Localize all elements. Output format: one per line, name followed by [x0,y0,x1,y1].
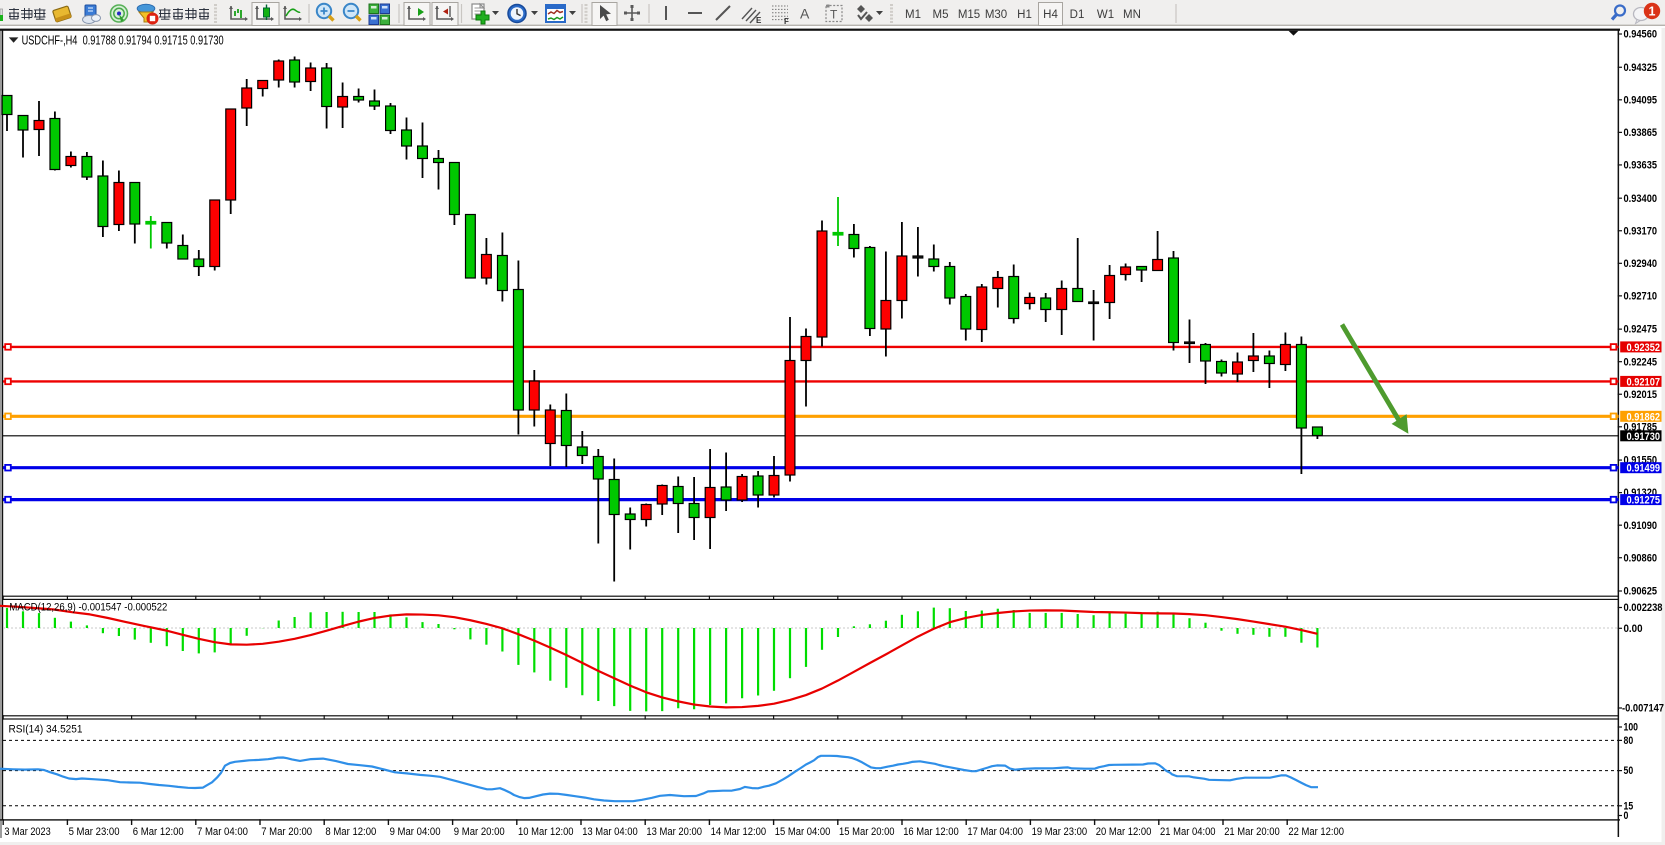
svg-text:10 Mar 12:00: 10 Mar 12:00 [518,826,574,838]
svg-text:0.94560: 0.94560 [1624,29,1658,41]
svg-text:80: 80 [1624,735,1634,747]
svg-text:21 Mar 20:00: 21 Mar 20:00 [1224,826,1280,838]
svg-text:0.92710: 0.92710 [1624,290,1658,302]
svg-text:F: F [784,17,789,26]
svg-text:0.94095: 0.94095 [1624,94,1658,106]
svg-text:USDCHF-,H4 0.91788 0.91794 0.: USDCHF-,H4 0.91788 0.91794 0.91715 0.917… [22,33,224,47]
svg-text:M5: M5 [933,9,949,21]
svg-text:0.92352: 0.92352 [1627,342,1661,354]
svg-text:H4: H4 [1043,9,1058,21]
svg-text:0.92015: 0.92015 [1624,389,1658,401]
svg-text:D1: D1 [1070,9,1085,21]
svg-text:A: A [800,6,810,22]
svg-text:20 Mar 12:00: 20 Mar 12:00 [1096,826,1152,838]
svg-text:0.92475: 0.92475 [1624,324,1658,336]
svg-text:MACD(12,26,9) -0.001547 -0.000: MACD(12,26,9) -0.001547 -0.000522 [9,601,167,613]
svg-text:13 Mar 20:00: 13 Mar 20:00 [646,826,702,838]
svg-text:9 Mar 04:00: 9 Mar 04:00 [390,826,441,838]
svg-text:RSI(14) 34.5251: RSI(14) 34.5251 [9,724,83,736]
svg-text:T: T [830,8,838,22]
svg-text:21 Mar 04:00: 21 Mar 04:00 [1160,826,1216,838]
svg-text:0: 0 [1624,810,1629,822]
svg-text:0.93635: 0.93635 [1624,160,1658,172]
svg-text:22 Mar 12:00: 22 Mar 12:00 [1288,826,1344,838]
svg-text:0.90625: 0.90625 [1624,586,1658,598]
svg-text:9 Mar 20:00: 9 Mar 20:00 [454,826,505,838]
svg-text:0.93865: 0.93865 [1624,127,1658,139]
svg-text:M15: M15 [958,9,980,21]
svg-text:8 Mar 12:00: 8 Mar 12:00 [325,826,376,838]
svg-text:0.91090: 0.91090 [1624,520,1658,532]
svg-text:0.92107: 0.92107 [1627,376,1661,388]
svg-text:15 Mar 20:00: 15 Mar 20:00 [839,826,895,838]
svg-text:7 Mar 04:00: 7 Mar 04:00 [197,826,248,838]
svg-text:0.93400: 0.93400 [1624,193,1658,205]
svg-text:16 Mar 12:00: 16 Mar 12:00 [903,826,959,838]
svg-text:E: E [756,16,762,25]
svg-text:0.94325: 0.94325 [1624,62,1658,74]
svg-text:3 Mar 2023: 3 Mar 2023 [4,826,50,838]
svg-text:5 Mar 23:00: 5 Mar 23:00 [69,826,120,838]
svg-text:6 Mar 12:00: 6 Mar 12:00 [133,826,184,838]
svg-text:14 Mar 12:00: 14 Mar 12:00 [711,826,767,838]
svg-text:19 Mar 23:00: 19 Mar 23:00 [1032,826,1088,838]
svg-text:1: 1 [1649,4,1656,18]
svg-text:W1: W1 [1097,9,1114,21]
svg-text:0.00: 0.00 [1624,623,1643,635]
svg-text:0.90860: 0.90860 [1624,552,1658,564]
svg-text:0.92940: 0.92940 [1624,258,1658,270]
svg-text:M1: M1 [905,9,921,21]
svg-text:M30: M30 [985,9,1007,21]
svg-text:50: 50 [1624,765,1634,777]
svg-text:15 Mar 04:00: 15 Mar 04:00 [775,826,831,838]
svg-text:0.91275: 0.91275 [1627,495,1661,507]
svg-text:H1: H1 [1017,9,1032,21]
svg-text:0.91862: 0.91862 [1627,411,1661,423]
svg-text:0.93170: 0.93170 [1624,225,1658,237]
svg-text:15: 15 [1624,800,1634,812]
svg-text:MN: MN [1123,9,1141,21]
svg-text:17 Mar 04:00: 17 Mar 04:00 [967,826,1023,838]
svg-text:-0.007147: -0.007147 [1622,703,1664,715]
svg-text:0.91730: 0.91730 [1627,431,1661,443]
svg-text:0.92245: 0.92245 [1624,356,1658,368]
svg-text:100: 100 [1624,722,1639,734]
svg-text:13 Mar 04:00: 13 Mar 04:00 [582,826,638,838]
svg-text:0.91499: 0.91499 [1627,463,1661,475]
svg-text:7 Mar 20:00: 7 Mar 20:00 [261,826,312,838]
svg-text:0.002238: 0.002238 [1624,602,1663,614]
